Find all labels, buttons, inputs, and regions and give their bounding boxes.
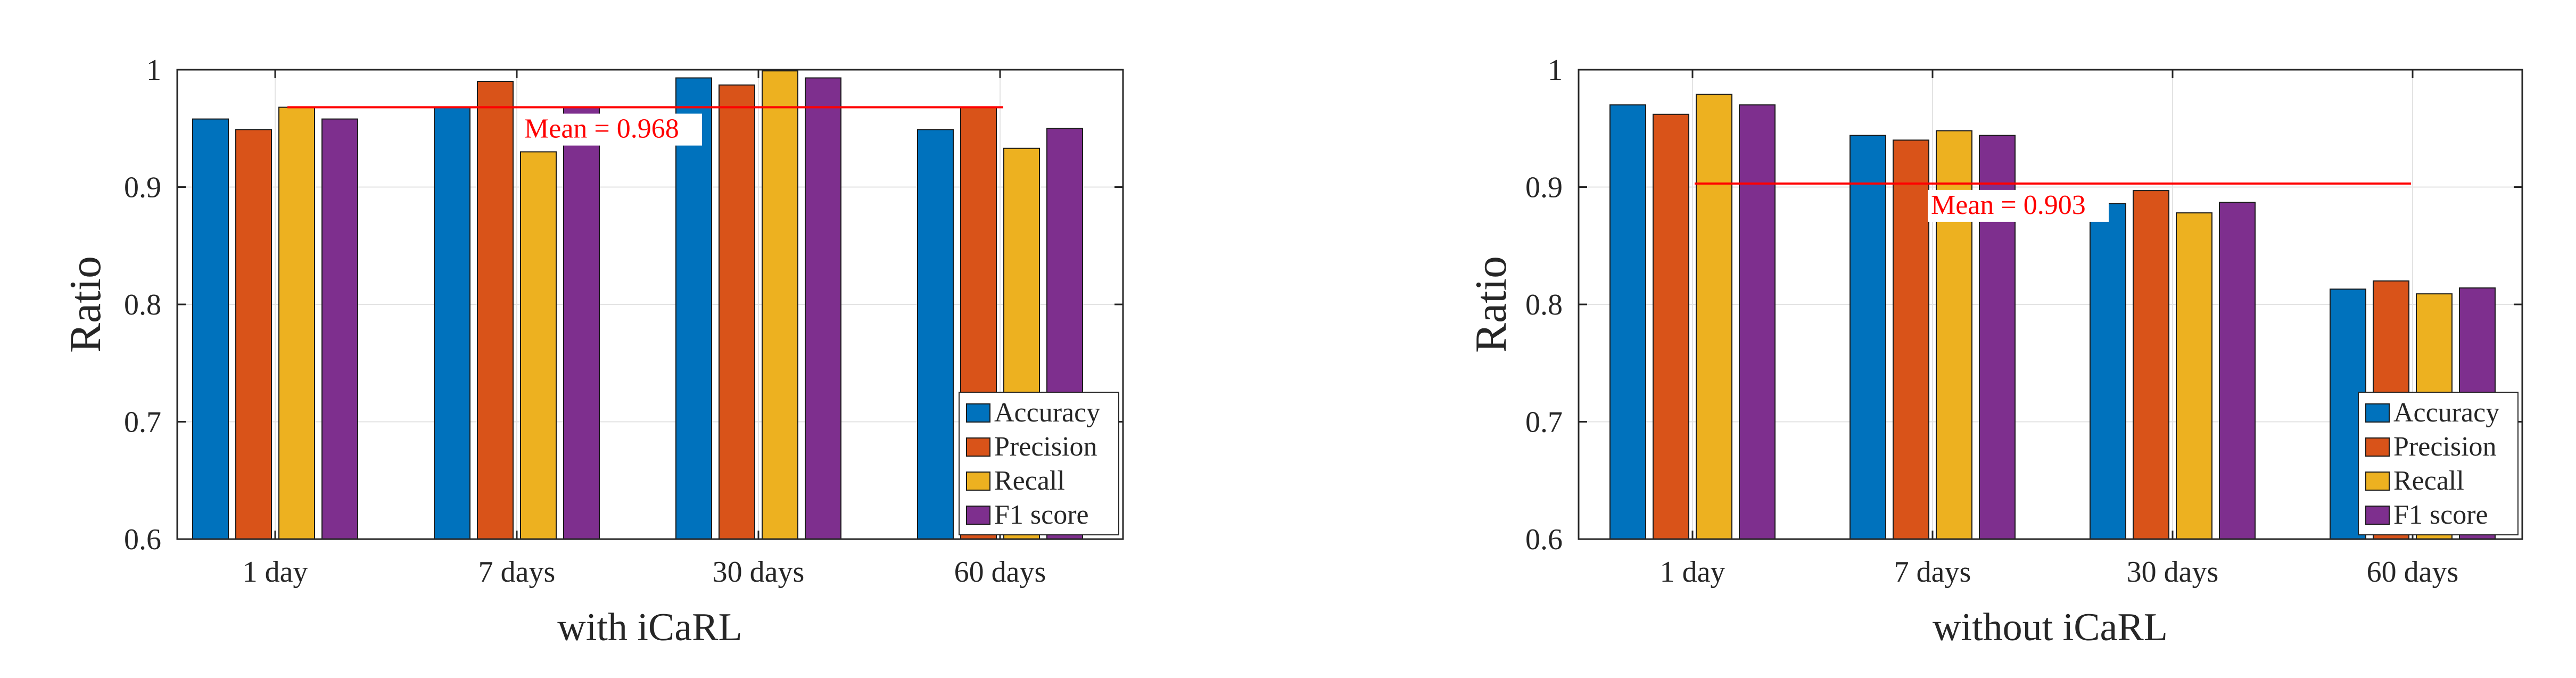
x-tick-label-1-day: 1 day [1660,556,1725,589]
y-tick-label: 0.6 [124,523,161,556]
mean-label: Mean = 0.968 [524,114,679,144]
bar-f1-score-30-days [2219,202,2256,540]
x-tick-label-7-days: 7 days [1894,556,1971,589]
bar-precision-1-day [235,129,272,540]
legend-swatch-recall [2365,472,2390,491]
chart-panel-with-icarl: Mean = 0.968 0.6 0.7 0.8 0.9 1 1 day 7 days 30… [61,54,1124,649]
x-tick-label-60-days: 60 days [2367,556,2459,589]
legend-swatch-precision [2365,437,2390,457]
legend-label-recall: Recall [994,466,1065,496]
y-tick-label: 1 [146,54,161,87]
bar-accuracy-1-day [1609,104,1646,540]
bar-recall-30-days [762,70,798,540]
legend: Accuracy Precision Recall F1 score [959,392,1119,535]
bar-accuracy-1-day [192,118,229,540]
y-axis-label: Ratio [1466,256,1516,353]
bar-recall-1-day [278,106,315,540]
legend-label-precision: Precision [2393,432,2497,462]
x-tick-label-30-days: 30 days [2127,556,2219,589]
x-tick-label-7-days: 7 days [478,556,556,589]
chart-caption: with iCaRL [557,606,742,649]
x-tick-label-60-days: 60 days [954,556,1046,589]
bar-accuracy-30-days [675,77,712,540]
legend-swatch-recall [966,472,990,491]
legend-label-f1-score: F1 score [994,500,1089,530]
y-tick-label: 0.8 [1525,288,1563,321]
x-ticks: 1 day 7 days 30 days 60 days [1660,70,2459,589]
bar-precision-30-days [2133,190,2169,540]
y-axis-label: Ratio [61,256,110,353]
y-tick-label: 0.8 [124,288,161,321]
bar-accuracy-30-days [2090,203,2126,540]
bar-f1-score-1-day [1739,104,1776,540]
y-tick-label: 1 [1548,54,1563,87]
legend-swatch-f1-score [2365,506,2390,525]
legend-swatch-accuracy [2365,403,2390,423]
bar-recall-30-days [2176,212,2212,540]
legend-label-precision: Precision [994,432,1097,462]
bar-recall-1-day [1696,94,1732,540]
legend: Accuracy Precision Recall F1 score [2358,392,2519,535]
bar-accuracy-60-days [917,129,954,540]
bar-precision-7-days [477,81,514,540]
bar-accuracy-7-days [434,106,470,540]
legend-swatch-f1-score [966,506,990,525]
bar-precision-30-days [719,84,755,540]
x-tick-label-30-days: 30 days [713,556,805,589]
x-tick-label-1-day: 1 day [243,556,308,589]
chart-panel-without-icarl: Mean = 0.903 0.6 0.7 0.8 0.9 1 1 day 7 days 30… [1466,54,2523,649]
bar-f1-score-7-days [563,106,600,540]
y-tick-label: 0.7 [124,406,161,439]
bar-precision-7-days [1893,139,1929,540]
bar-recall-7-days [520,151,557,540]
y-tick-label: 0.7 [1525,406,1563,439]
legend-label-recall: Recall [2393,466,2464,496]
legend-swatch-accuracy [966,403,990,423]
y-ticks: 0.6 0.7 0.8 0.9 1 [1525,54,2522,556]
mean-label: Mean = 0.903 [1931,190,2086,220]
mean-label-background [521,113,702,146]
bar-f1-score-1-day [321,118,358,540]
bar-precision-1-day [1653,113,1689,540]
legend-label-f1-score: F1 score [2393,500,2488,530]
y-tick-label: 0.6 [1525,523,1563,556]
chart-caption: without iCaRL [1933,606,2168,649]
y-ticks: 0.6 0.7 0.8 0.9 1 [124,54,1123,556]
x-ticks: 1 day 7 days 30 days 60 days [243,70,1046,589]
bar-accuracy-7-days [1850,135,1886,540]
legend-label-accuracy: Accuracy [2393,398,2499,428]
mean-label-background [1928,189,2109,222]
y-tick-label: 0.9 [124,171,161,204]
legend-label-accuracy: Accuracy [994,398,1100,428]
legend-swatch-precision [966,437,990,457]
bar-f1-score-30-days [805,77,841,540]
y-tick-label: 0.9 [1525,171,1563,204]
